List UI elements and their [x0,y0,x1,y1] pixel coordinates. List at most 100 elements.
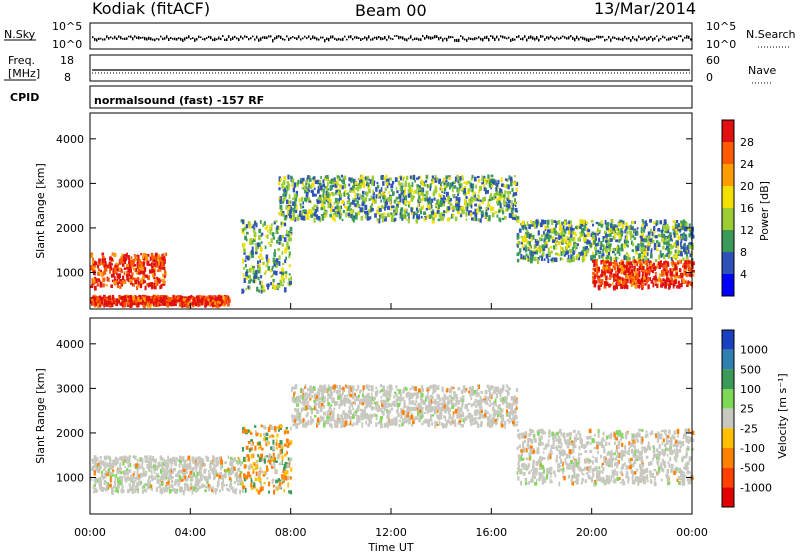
power-echo [592,267,595,271]
power-echo [675,232,679,236]
power-echo [664,284,667,289]
velocity-echo [239,473,242,478]
velocity-echo [157,475,160,478]
power-echo [550,250,553,254]
velocity-echo [159,455,162,460]
power-echo [674,250,677,256]
velocity-echo [199,475,202,481]
power-echo [472,191,475,196]
power-echo [405,217,408,221]
power-echo [263,221,266,226]
power-echo [127,264,131,270]
nsky-point [384,36,386,40]
power-echo [137,284,140,288]
power-echo [609,233,612,237]
power-echo [119,285,122,289]
power-echo [567,236,569,240]
power-echo [149,269,152,274]
power-echo [532,222,535,225]
power-echo [413,190,416,195]
velocity-echo [115,486,119,492]
power-echo [519,248,522,253]
power-echo [425,193,428,199]
nsky-point [442,38,444,42]
power-echo [139,270,143,274]
power-echo [308,183,310,189]
velocity-echo [229,461,232,466]
power-echo [267,241,271,245]
power-echo [606,242,610,246]
velocity-echo [215,464,218,468]
velocity-echo [91,458,94,464]
nsky-point [274,37,276,40]
power-echo [162,256,166,262]
power-echo [459,176,462,181]
power-echo [435,204,438,207]
power-echo [322,179,325,184]
power-echo [300,180,303,184]
power-echo [521,222,523,226]
power-echo [675,275,679,279]
power-echo [335,191,337,195]
nsky-point [260,37,262,41]
power-echo [608,261,612,266]
power-echo [93,299,96,304]
power-echo [534,221,537,226]
velocity-echo [243,456,246,462]
freq-tick-high: 18 [60,54,74,67]
colorbar-segment [722,274,734,296]
velocity-echo [283,463,286,469]
velocity-echo [273,464,276,469]
power-echo [361,196,365,202]
velocity-echo [184,459,188,462]
power-echo [571,230,575,235]
power-echo [608,267,612,272]
power-echo [435,188,438,192]
velocity-echo [132,473,135,477]
nsky-point [650,35,652,38]
power-echo [127,267,130,273]
power-echo [666,270,669,274]
nsky-point [258,38,260,42]
velocity-echo [261,469,263,474]
power-echo [317,196,321,200]
colorbar-segment [722,230,734,252]
power-echo [278,261,281,267]
velocity-echo [143,488,146,492]
nsky-point [672,36,674,38]
nsky-point [312,35,314,39]
power-echo [594,246,597,251]
power-echo [421,179,424,184]
power-echo [621,279,625,284]
power-echo [434,188,437,194]
power-echo [294,196,298,202]
power-echo [525,253,528,257]
power-echo [371,199,375,204]
power-echo [216,300,220,304]
velocity-echo [108,484,112,488]
power-echo [332,214,335,217]
power-echo [515,187,518,192]
velocity-echo [213,477,216,481]
power-echo [667,253,671,259]
velocity-echo [184,485,187,491]
nsky-point [326,37,328,41]
power-echo [441,189,444,194]
power-echo [144,274,148,277]
power-echo [242,231,245,235]
power-echo [403,202,405,205]
power-echo [595,263,598,267]
velocity-echo [260,453,264,459]
velocity-echo [103,476,106,479]
velocity-echo [254,425,257,428]
velocity-echo [202,459,205,463]
power-echo [287,184,290,190]
power-echo [242,258,244,264]
nsky-point [500,35,502,38]
velocity-echo [278,426,281,430]
power-echo [375,186,378,192]
power-echo [370,195,373,201]
velocity-echo [265,432,269,437]
power-echo [162,273,165,278]
power-echo [597,241,600,246]
